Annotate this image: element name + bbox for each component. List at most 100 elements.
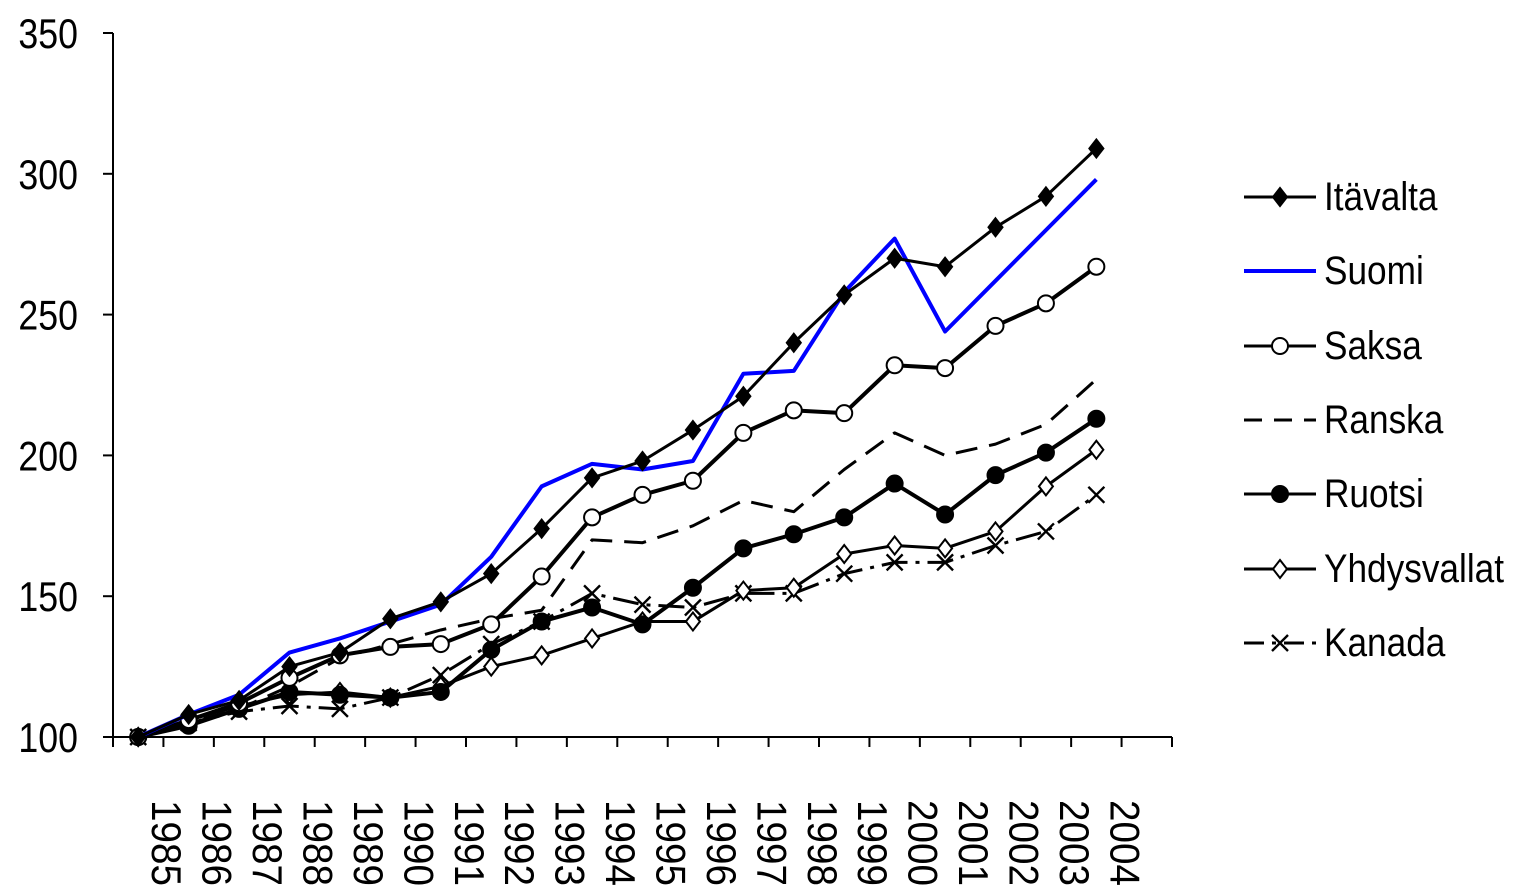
x-tick-label: 1993 [546, 800, 594, 886]
data-point [685, 580, 701, 596]
x-tick-label: 1992 [496, 800, 544, 886]
data-point [937, 507, 953, 523]
data-point [787, 579, 801, 597]
data-point [989, 218, 1003, 236]
x-tick-label: 1988 [294, 800, 342, 886]
data-point [786, 402, 802, 418]
data-point [535, 646, 549, 664]
x-tick-label: 1996 [698, 800, 746, 886]
data-point [938, 258, 952, 276]
data-point [483, 616, 499, 632]
x-tick-label: 1987 [244, 800, 292, 886]
legend-label: Kanada [1324, 623, 1445, 663]
data-point [433, 636, 449, 652]
data-point [1088, 411, 1104, 427]
data-point [1089, 441, 1103, 459]
legend: Itävalta Suomi Saksa Ranska Ruotsi Yhdysvalla… [1240, 160, 1535, 680]
data-point [887, 476, 903, 492]
data-point [888, 249, 902, 267]
y-tick-label: 250 [18, 293, 78, 339]
legend-label: Itävalta [1324, 177, 1437, 217]
data-point [382, 690, 398, 706]
data-point [988, 467, 1004, 483]
data-point [735, 540, 751, 556]
axes [103, 33, 1172, 747]
data-point [685, 473, 701, 489]
data-point [635, 487, 651, 503]
data-point [1273, 560, 1287, 578]
series-itävalta [131, 139, 1103, 746]
x-tick-label: 1994 [597, 800, 645, 886]
legend-label: Yhdysvallat [1324, 549, 1504, 589]
legend-item: Kanada [1240, 606, 1535, 680]
data-point [937, 360, 953, 376]
y-tick-label: 350 [18, 11, 78, 57]
data-point [584, 509, 600, 525]
legend-label: Suomi [1324, 251, 1424, 291]
x-tick-label: 2004 [1101, 800, 1149, 886]
legend-swatch [1240, 251, 1320, 291]
y-tick-label: 100 [18, 715, 78, 761]
data-point [584, 599, 600, 615]
data-point [1038, 523, 1054, 539]
data-point [635, 616, 651, 632]
x-tick-label: 1986 [193, 800, 241, 886]
x-tick-label: 2001 [950, 800, 998, 886]
data-point [786, 526, 802, 542]
legend-item: Itävalta [1240, 160, 1535, 234]
data-point [938, 539, 952, 557]
data-point [735, 425, 751, 441]
legend-item: Suomi [1240, 234, 1535, 308]
series-suomi [138, 179, 1096, 737]
data-point [534, 614, 550, 630]
data-point [483, 642, 499, 658]
series-line [138, 179, 1096, 737]
data-point [1088, 487, 1104, 503]
x-tick-label: 1998 [798, 800, 846, 886]
data-point [433, 684, 449, 700]
series-yhdysvallat [131, 441, 1103, 746]
x-tick-label: 1985 [143, 800, 191, 886]
data-point [484, 658, 498, 676]
legend-swatch [1240, 400, 1320, 440]
y-tick-label: 300 [18, 152, 78, 198]
legend-label: Saksa [1324, 326, 1422, 366]
tick-labels: 1001502002503003501985 1986 1987 1988 1989 19… [18, 11, 1148, 886]
x-tick-label: 1990 [395, 800, 443, 886]
legend-swatch [1240, 623, 1320, 663]
data-point [836, 405, 852, 421]
x-tick-label: 1989 [345, 800, 393, 886]
data-point [534, 568, 550, 584]
data-point [382, 639, 398, 655]
y-tick-label: 150 [18, 575, 78, 621]
data-point [686, 421, 700, 439]
legend-swatch [1240, 326, 1320, 366]
x-tick-label: 1997 [748, 800, 796, 886]
legend-item: Ruotsi [1240, 457, 1535, 531]
legend-swatch [1240, 474, 1320, 514]
data-point [887, 357, 903, 373]
legend-label: Ruotsi [1324, 474, 1424, 514]
y-tick-label: 200 [18, 434, 78, 480]
x-tick-label: 2003 [1051, 800, 1099, 886]
x-tick-label: 1999 [849, 800, 897, 886]
legend-swatch [1240, 549, 1320, 589]
x-tick-label: 2002 [1000, 800, 1048, 886]
x-tick-label: 1995 [647, 800, 695, 886]
data-point [1038, 445, 1054, 461]
data-point [585, 629, 599, 647]
series-ruotsi [130, 411, 1104, 745]
data-point [1273, 188, 1287, 206]
data-point [1272, 486, 1288, 502]
data-point [686, 613, 700, 631]
legend-item: Yhdysvallat [1240, 531, 1535, 605]
data-point [1088, 259, 1104, 275]
series-line [138, 148, 1096, 737]
data-point [1272, 338, 1288, 354]
legend-label: Ranska [1324, 400, 1443, 440]
data-point [836, 509, 852, 525]
legend-swatch [1240, 177, 1320, 217]
data-point [332, 687, 348, 703]
series-group [130, 139, 1104, 746]
data-point [888, 537, 902, 555]
